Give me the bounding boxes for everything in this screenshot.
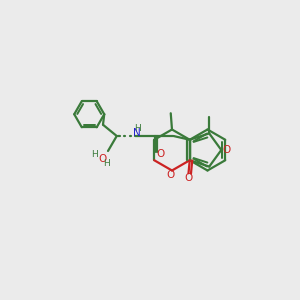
Text: O: O: [223, 145, 231, 155]
Text: N: N: [133, 128, 141, 137]
Text: O: O: [98, 154, 106, 164]
Text: O: O: [156, 149, 164, 159]
Text: H: H: [103, 160, 110, 169]
Text: O: O: [184, 173, 193, 183]
Text: H: H: [91, 150, 98, 159]
Text: H: H: [134, 124, 141, 134]
Text: O: O: [167, 170, 175, 180]
